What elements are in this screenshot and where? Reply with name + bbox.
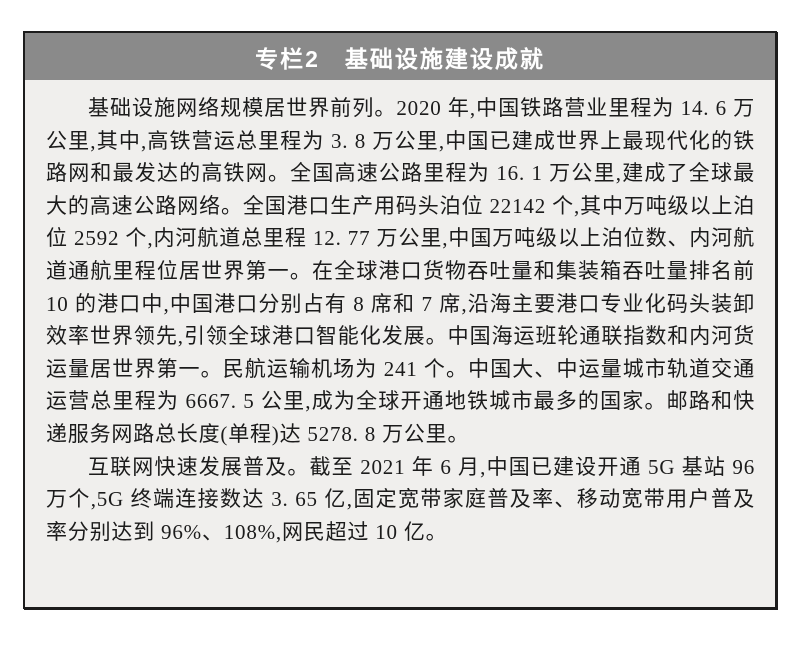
infrastructure-achievements-panel: 专栏2 基础设施建设成就 基础设施网络规模居世界前列。2020 年,中国铁路营业… bbox=[23, 31, 777, 609]
panel-body: 基础设施网络规模居世界前列。2020 年,中国铁路营业里程为 14. 6 万公里… bbox=[25, 80, 775, 548]
panel-title: 专栏2 基础设施建设成就 bbox=[255, 45, 545, 72]
panel-header: 专栏2 基础设施建设成就 bbox=[25, 33, 775, 80]
paragraph-infrastructure-network: 基础设施网络规模居世界前列。2020 年,中国铁路营业里程为 14. 6 万公里… bbox=[46, 96, 755, 446]
paragraph-internet-development: 互联网快速发展普及。截至 2021 年 6 月,中国已建设开通 5G 基站 96… bbox=[46, 454, 755, 544]
